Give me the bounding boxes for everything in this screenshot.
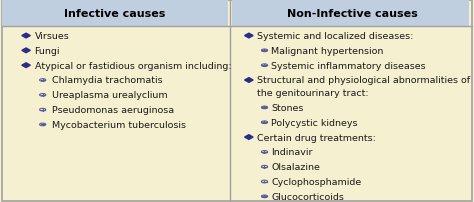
Polygon shape: [22, 34, 30, 39]
Text: the genitourinary tract:: the genitourinary tract:: [257, 89, 368, 98]
Text: Chlamydia trachomatis: Chlamydia trachomatis: [52, 76, 163, 85]
Text: Ureaplasma urealyclium: Ureaplasma urealyclium: [52, 91, 168, 100]
Text: Cyclophosphamide: Cyclophosphamide: [271, 177, 361, 186]
Text: Certain drug treatments:: Certain drug treatments:: [257, 133, 376, 142]
Text: Systemic and localized diseases:: Systemic and localized diseases:: [257, 32, 413, 41]
Text: Atypical or fastidious organism including:: Atypical or fastidious organism includin…: [35, 61, 231, 70]
Text: Glucocorticoids: Glucocorticoids: [271, 192, 344, 201]
Text: Indinavir: Indinavir: [271, 148, 313, 157]
FancyBboxPatch shape: [232, 1, 469, 27]
FancyBboxPatch shape: [2, 1, 228, 27]
Text: Polycystic kidneys: Polycystic kidneys: [271, 118, 357, 127]
Text: Malignant hypertension: Malignant hypertension: [271, 47, 383, 56]
Text: Mycobacterium tuberculosis: Mycobacterium tuberculosis: [52, 120, 186, 129]
Polygon shape: [245, 78, 253, 83]
Text: Olsalazine: Olsalazine: [271, 162, 320, 171]
Text: Systemic inflammatory diseases: Systemic inflammatory diseases: [271, 61, 426, 70]
Text: Virsues: Virsues: [35, 32, 69, 41]
Polygon shape: [245, 34, 253, 39]
Polygon shape: [245, 135, 253, 140]
Text: Infective causes: Infective causes: [64, 9, 165, 19]
Text: Fungi: Fungi: [35, 47, 60, 56]
Polygon shape: [22, 63, 30, 68]
Text: Non-Infective causes: Non-Infective causes: [287, 9, 417, 19]
Text: Structural and physiological abnormalities of: Structural and physiological abnormaliti…: [257, 76, 470, 85]
Text: Pseudomonas aeruginosa: Pseudomonas aeruginosa: [52, 106, 174, 115]
Text: Stones: Stones: [271, 103, 303, 112]
Polygon shape: [22, 49, 30, 54]
